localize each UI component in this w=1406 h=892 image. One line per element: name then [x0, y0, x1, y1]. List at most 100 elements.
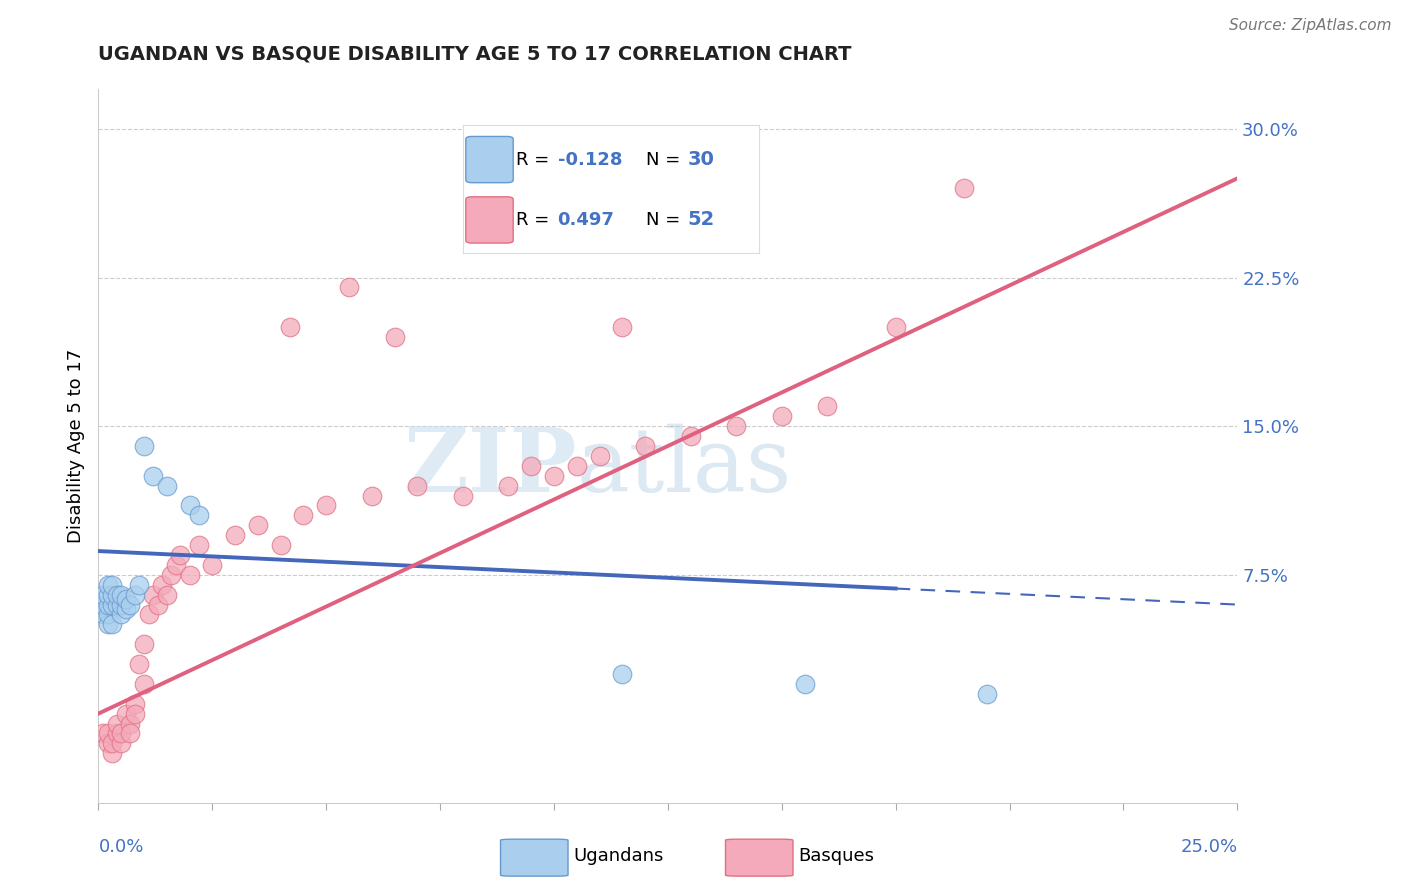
Point [770, 409, 793, 424]
Point [110, 598, 132, 612]
Point [132, 439, 155, 453]
Point [105, 598, 128, 612]
Point [105, 588, 128, 602]
Point [146, 598, 169, 612]
Text: R =: R = [516, 151, 555, 169]
Point [612, 667, 634, 681]
Point [96, 578, 118, 592]
Point [120, 726, 142, 740]
Point [132, 637, 155, 651]
Text: Basques: Basques [799, 847, 875, 865]
Point [138, 607, 160, 622]
Text: Ugandans: Ugandans [574, 847, 664, 865]
Point [110, 588, 132, 602]
Point [384, 330, 406, 344]
Point [793, 677, 815, 691]
Text: ZIP: ZIP [404, 424, 576, 511]
Point [124, 706, 146, 721]
Point [179, 499, 201, 513]
Point [91, 598, 114, 612]
Point [165, 558, 187, 572]
Text: UGANDAN VS BASQUE DISABILITY AGE 5 TO 17 CORRELATION CHART: UGANDAN VS BASQUE DISABILITY AGE 5 TO 17… [98, 45, 852, 63]
Text: R =: R = [516, 211, 555, 229]
Point [160, 567, 183, 582]
Point [105, 726, 128, 740]
Point [101, 578, 124, 592]
Point [246, 518, 269, 533]
Point [132, 677, 155, 691]
Point [105, 716, 128, 731]
Point [128, 657, 150, 671]
Point [110, 736, 132, 750]
Text: N =: N = [647, 211, 686, 229]
Point [120, 598, 142, 612]
Point [96, 617, 118, 632]
Point [96, 598, 118, 612]
Point [101, 588, 124, 602]
Point [498, 478, 520, 492]
Point [612, 320, 634, 334]
Point [270, 538, 292, 552]
Point [520, 458, 543, 473]
Point [725, 419, 748, 434]
Point [110, 726, 132, 740]
Point [278, 320, 301, 334]
Point [114, 601, 136, 615]
Text: N =: N = [647, 151, 686, 169]
Point [224, 528, 246, 542]
Text: 30: 30 [688, 150, 714, 169]
Point [96, 607, 118, 622]
Point [360, 489, 382, 503]
Point [150, 578, 173, 592]
Point [292, 508, 315, 523]
Point [142, 588, 165, 602]
FancyBboxPatch shape [725, 839, 793, 876]
Point [96, 726, 118, 740]
Point [337, 280, 360, 294]
Point [634, 439, 657, 453]
Text: -0.128: -0.128 [558, 151, 621, 169]
Point [169, 548, 191, 562]
Point [124, 588, 146, 602]
Point [120, 716, 142, 731]
FancyBboxPatch shape [465, 197, 513, 243]
Point [156, 478, 179, 492]
Point [91, 726, 114, 740]
Point [110, 607, 132, 622]
Point [124, 697, 146, 711]
Point [588, 449, 610, 463]
Text: Source: ZipAtlas.com: Source: ZipAtlas.com [1229, 18, 1392, 33]
Point [114, 591, 136, 606]
Point [128, 578, 150, 592]
Point [142, 468, 165, 483]
Text: 0.0%: 0.0% [98, 838, 143, 855]
Point [976, 687, 998, 701]
Point [451, 489, 474, 503]
Point [91, 607, 114, 622]
Point [96, 736, 118, 750]
Point [884, 320, 907, 334]
Y-axis label: Disability Age 5 to 17: Disability Age 5 to 17 [66, 349, 84, 543]
Point [187, 538, 209, 552]
Point [101, 617, 124, 632]
Point [565, 458, 588, 473]
Point [101, 598, 124, 612]
Point [96, 588, 118, 602]
Text: 25.0%: 25.0% [1180, 838, 1237, 855]
Point [201, 558, 224, 572]
Point [543, 468, 565, 483]
Point [156, 588, 179, 602]
Point [101, 736, 124, 750]
Point [315, 499, 337, 513]
Point [187, 508, 209, 523]
Point [406, 478, 429, 492]
Point [101, 746, 124, 760]
Text: 52: 52 [688, 211, 716, 229]
Point [179, 567, 201, 582]
Point [815, 400, 838, 414]
Text: 0.497: 0.497 [558, 211, 614, 229]
FancyBboxPatch shape [465, 136, 513, 183]
Point [91, 588, 114, 602]
Point [953, 181, 976, 195]
Point [679, 429, 702, 443]
